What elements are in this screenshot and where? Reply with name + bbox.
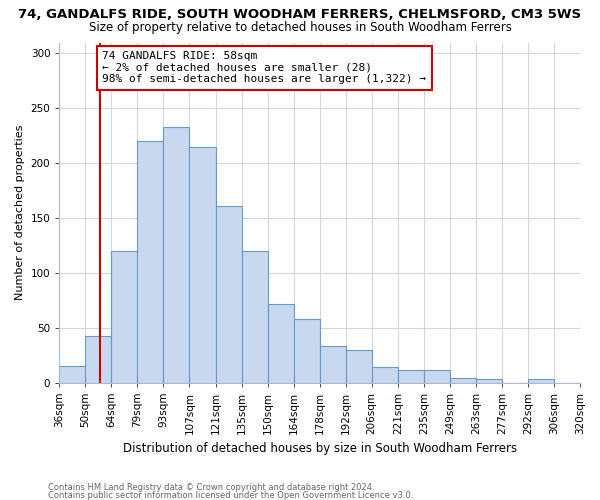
Bar <box>320 346 346 382</box>
Text: Size of property relative to detached houses in South Woodham Ferrers: Size of property relative to detached ho… <box>89 21 511 34</box>
X-axis label: Distribution of detached houses by size in South Woodham Ferrers: Distribution of detached houses by size … <box>122 442 517 455</box>
Bar <box>268 304 293 382</box>
Bar <box>424 370 450 382</box>
Bar <box>190 146 215 382</box>
Y-axis label: Number of detached properties: Number of detached properties <box>15 125 25 300</box>
Bar <box>398 370 424 382</box>
Bar <box>293 319 320 382</box>
Bar <box>476 379 502 382</box>
Bar <box>137 141 163 382</box>
Bar <box>450 378 476 382</box>
Bar <box>112 251 137 382</box>
Bar <box>59 366 85 382</box>
Bar <box>346 350 372 382</box>
Text: Contains HM Land Registry data © Crown copyright and database right 2024.: Contains HM Land Registry data © Crown c… <box>48 484 374 492</box>
Text: Contains public sector information licensed under the Open Government Licence v3: Contains public sector information licen… <box>48 491 413 500</box>
Bar <box>372 367 398 382</box>
Bar <box>242 251 268 382</box>
Bar <box>215 206 242 382</box>
Text: 74 GANDALFS RIDE: 58sqm
← 2% of detached houses are smaller (28)
98% of semi-det: 74 GANDALFS RIDE: 58sqm ← 2% of detached… <box>102 52 426 84</box>
Bar <box>163 127 190 382</box>
Text: 74, GANDALFS RIDE, SOUTH WOODHAM FERRERS, CHELMSFORD, CM3 5WS: 74, GANDALFS RIDE, SOUTH WOODHAM FERRERS… <box>19 8 581 20</box>
Bar <box>528 379 554 382</box>
Bar <box>85 336 112 382</box>
